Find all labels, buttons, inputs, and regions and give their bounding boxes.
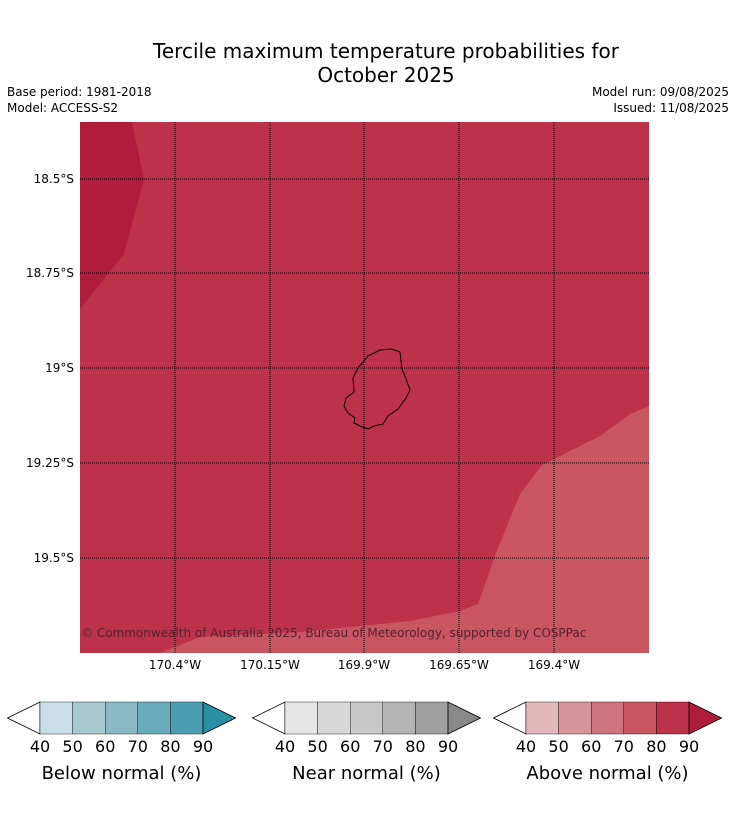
colorbar-extension-low [6,701,41,735]
colorbar-tick-label: 90 [678,737,700,756]
colorbar-tick-label: 70 [372,737,393,756]
region-above-70-80 [160,406,649,653]
colorbar-tick-label: 80 [405,737,426,756]
title-line-2: October 2025 [317,63,455,87]
colorbar-tick-label: 50 [62,737,83,756]
base-period: Base period: 1981-2018 [7,85,152,99]
colorbar-segment [72,701,106,735]
lon-label-170-15: 170.15°W [240,658,300,672]
model-name: Model: ACCESS-S2 [7,101,119,115]
meta-right: Model run: 09/08/2025 Issued: 11/08/2025 [592,84,729,116]
lat-label-19-25: 19.25°S [26,456,74,470]
colorbar-tick-label: 40 [274,737,296,756]
lon-label-169-9: 169.9°W [337,658,391,672]
colorbar-tick-label: 50 [307,737,328,756]
colorbar-segment [558,701,592,735]
colorbar-tick-label: 80 [160,737,181,756]
colorbar-below-normal: 40 50 60 70 80 90 Below normal (%) [6,701,237,784]
colorbar-segment [656,701,690,735]
colorbar-tick-label: 70 [613,737,634,756]
issued-date: Issued: 11/08/2025 [613,101,729,115]
colorbar-below-normal-caption: Below normal (%) [41,763,202,784]
colorbar-below-normal-scale [6,701,237,735]
graticule [80,122,649,653]
colorbar-above-normal: 40 50 60 70 80 90 Above normal (%) [492,701,723,784]
colorbar-near-normal-ticks: 40 50 60 70 80 90 [252,737,481,757]
probability-map [80,122,649,653]
copyright-notice: © Commonwealth of Australia 2025, Bureau… [81,626,587,640]
model-run: Model run: 09/08/2025 [591,85,729,99]
lon-label-169-65: 169.65°W [429,658,489,672]
colorbar-extension-high [688,701,723,735]
colorbar-segment [39,701,73,735]
colorbar-below-normal-ticks: 40 50 60 70 80 90 [7,737,236,757]
lat-label-18-5: 18.5°S [33,172,74,186]
map-title: Tercile maximum temperature probabilitie… [0,39,736,87]
colorbar-segment [382,701,416,735]
colorbar-near-normal-caption: Near normal (%) [292,763,441,784]
colorbar-above-normal-scale [492,701,723,735]
meta-left: Base period: 1981-2018 Model: ACCESS-S2 [7,84,152,116]
colorbar-above-normal-ticks: 40 50 60 70 80 90 [493,737,722,757]
colorbar-segment [623,701,657,735]
colorbar-tick-label: 70 [127,737,148,756]
lat-label-19-5: 19.5°S [33,551,74,565]
colorbar-extension-high [447,701,482,735]
colorbar-above-normal-caption: Above normal (%) [526,763,689,784]
colorbar-near-normal-scale [251,701,482,735]
lon-label-170-4: 170.4°W [148,658,202,672]
colorbar-tick-label: 50 [548,737,569,756]
colorbar-segment [590,701,624,735]
colorbar-tick-label: 60 [581,737,602,756]
colorbar-tick-label: 60 [95,737,116,756]
lat-label-19: 19°S [45,361,74,375]
colorbar-extension-high [202,701,237,735]
niue-coastline [343,348,411,430]
colorbar-segment [104,701,138,735]
colorbar-extension-low [251,701,286,735]
colorbar-segment [415,701,449,735]
colorbar-tick-label: 40 [515,737,537,756]
colorbar-extension-low [492,701,527,735]
lat-label-18-75: 18.75°S [26,266,74,280]
colorbar-segment [284,701,318,735]
colorbar-near-normal: 40 50 60 70 80 90 Near normal (%) [251,701,482,784]
colorbar-segment [317,701,351,735]
lon-label-169-4: 169.4°W [527,658,581,672]
colorbar-segment [137,701,171,735]
colorbar-segment [349,701,383,735]
colorbar-segment [525,701,559,735]
colorbar-tick-label: 60 [340,737,361,756]
colorbar-tick-label: 80 [646,737,667,756]
colorbar-tick-label: 90 [437,737,459,756]
colorbar-segment [170,701,204,735]
colorbar-tick-label: 40 [29,737,51,756]
colorbar-tick-label: 90 [192,737,214,756]
region-above-90-plus [80,122,144,309]
title-line-1: Tercile maximum temperature probabilitie… [153,39,619,63]
